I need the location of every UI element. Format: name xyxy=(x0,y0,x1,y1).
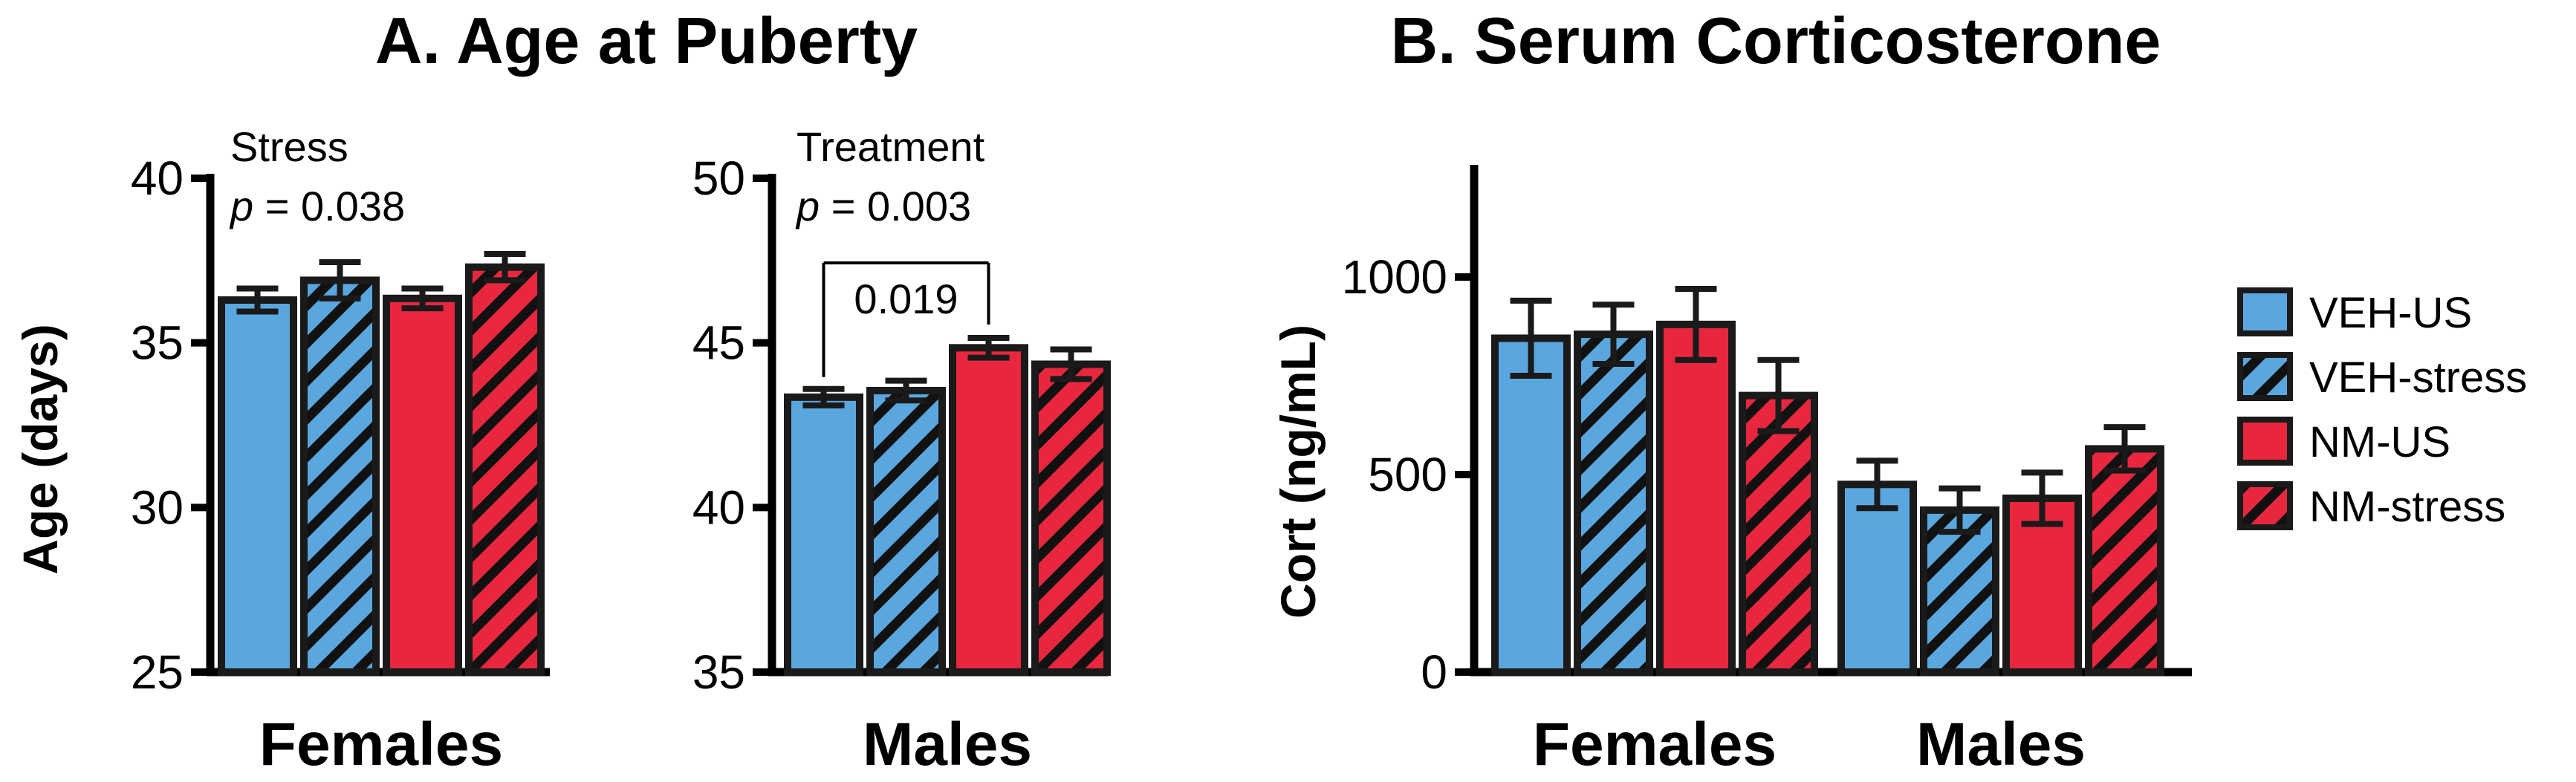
panel-a-females-y-tick-label: 40 xyxy=(131,151,184,205)
panel-a-females-veh-us-bar xyxy=(221,300,293,672)
panel-a-males-nm-us-bar xyxy=(953,348,1025,672)
panel-a-males-effect-label: Treatment xyxy=(797,123,985,170)
panel-a-males-y-tick-label: 45 xyxy=(692,316,745,370)
panel-b-title: B. Serum Corticosterone xyxy=(1391,4,2161,77)
panel-a-males-category-label: Males xyxy=(863,711,1032,778)
panel-b-y-tick-label: 0 xyxy=(1421,645,1447,699)
panel-b-males-veh-us-bar xyxy=(1841,484,1913,672)
panel-a-females-effect-label: Stress xyxy=(230,123,348,170)
panel-a-females-p-symbol: p xyxy=(229,183,253,229)
panel-a-females-plot: 25 30 35 40 Females Stress p = 0.038 xyxy=(131,123,550,778)
panel-a-males-plot: 35 40 45 50 Males Treatment p = 0.003 0.019 xyxy=(692,123,1111,778)
panel-a-males-veh-stress-bar-hatch xyxy=(870,390,942,672)
legend-veh-us-swatch xyxy=(2240,290,2290,333)
panel-a-males-comparison-label: 0.019 xyxy=(854,276,958,322)
panel-b-males-nm-stress-bar-hatch xyxy=(2089,449,2161,672)
legend-nm-stress-swatch-outline xyxy=(2237,481,2293,530)
panel-a-females-p-value: p = 0.038 xyxy=(229,183,405,229)
panel-b-females-veh-us-bar xyxy=(1495,338,1567,672)
panel-a-females-nm-stress-bar-hatch xyxy=(469,267,541,672)
panel-a-males-p-value: p = 0.003 xyxy=(795,183,971,229)
panel-b-males-nm-us-bar xyxy=(2006,498,2078,672)
legend-veh-stress-swatch-hatch xyxy=(2240,355,2290,398)
legend-veh-us-label: VEH-US xyxy=(2309,289,2472,337)
legend-nm-us-swatch xyxy=(2240,420,2290,463)
panel-a-males-veh-us-bar xyxy=(788,397,860,672)
panel-a-males-p-text: = 0.003 xyxy=(820,183,971,229)
legend-nm-us-swatch-outline xyxy=(2237,417,2293,466)
panel-a-males-nm-stress-bar-hatch xyxy=(1035,364,1107,672)
panel-b-y-tick-label: 500 xyxy=(1368,448,1447,501)
panel-b-plot: 0 500 1000 Females Males xyxy=(1342,165,2192,778)
panel-b-y-tick-label: 1000 xyxy=(1342,250,1447,304)
panel-a-females-y-tick-label: 25 xyxy=(131,645,184,699)
panel-a-males-y-tick-label: 50 xyxy=(692,151,745,205)
legend-veh-us-swatch-outline xyxy=(2237,287,2293,336)
legend-veh-stress-label: VEH-stress xyxy=(2309,353,2527,402)
legend-nm-stress-swatch-hatch xyxy=(2240,484,2290,527)
panel-a-title: A. Age at Puberty xyxy=(375,4,918,77)
panel-b-category-label: Males xyxy=(1916,711,2086,778)
panel-b-males-veh-stress-bar-hatch xyxy=(1924,509,1996,672)
panel-a-males-p-symbol: p xyxy=(795,183,820,229)
legend-veh-stress-swatch-outline xyxy=(2237,352,2293,401)
legend-nm-stress-label: NM-stress xyxy=(2309,483,2505,531)
panel-a-females-veh-stress-bar-hatch xyxy=(304,280,376,672)
legend: VEH-US VEH-stress NM-US NM-stress xyxy=(2237,287,2527,531)
panel-a-females-category-label: Females xyxy=(259,711,503,778)
panel-a-males-y-tick-label: 35 xyxy=(692,645,745,699)
panel-b-females-nm-us-bar xyxy=(1660,324,1732,672)
legend-nm-us-label: NM-US xyxy=(2309,418,2450,466)
panel-a-females-y-tick-label: 35 xyxy=(131,316,184,370)
panel-b-females-nm-stress-bar-hatch xyxy=(1742,395,1814,672)
panel-b-females-veh-stress-bar-hatch xyxy=(1577,334,1649,672)
panel-a-females-y-tick-label: 30 xyxy=(131,480,184,534)
panel-a-females-nm-us-bar xyxy=(386,298,458,672)
panel-a-females-p-text: = 0.038 xyxy=(253,183,405,229)
panel-a-y-axis-label: Age (days) xyxy=(13,324,68,574)
panel-b-y-axis-label: Cort (ng/mL) xyxy=(1271,325,1326,619)
panel-a-males-y-tick-label: 40 xyxy=(692,480,745,534)
panel-b-category-label: Females xyxy=(1533,711,1777,778)
